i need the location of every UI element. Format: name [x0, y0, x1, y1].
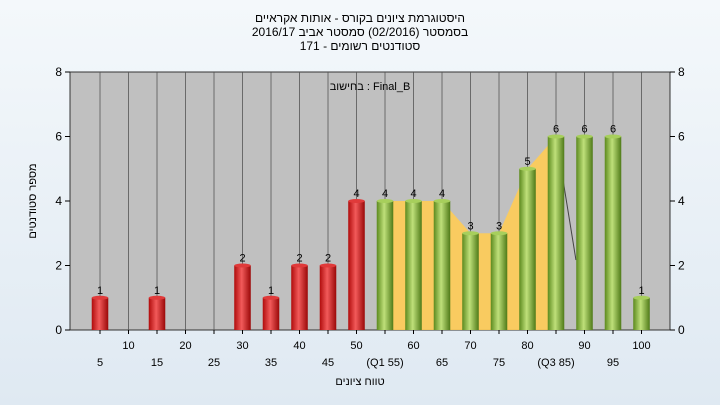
bar [633, 297, 650, 330]
x-tick-label: 65 [436, 357, 448, 369]
x-tick-label: 100 [632, 340, 650, 352]
chart-title-line-3: סטודנטים רשומים - 171 [300, 39, 421, 53]
bar-cap [319, 263, 337, 268]
bar-data-label: 1 [268, 285, 274, 297]
x-tick-label: 40 [293, 340, 305, 352]
y-tick-label: 2 [55, 259, 62, 273]
bar [405, 201, 422, 330]
bar-data-label: 6 [581, 124, 587, 136]
y-tick-label-right: 2 [678, 259, 685, 273]
y-tick-label: 4 [55, 194, 62, 208]
y-axis-label: מספר סטודנטים [27, 163, 39, 238]
bar-data-label: 2 [296, 253, 302, 265]
bar-data-label: 4 [382, 188, 388, 200]
bar [604, 136, 622, 330]
bar [262, 297, 280, 330]
bar-data-label: 5 [524, 156, 530, 168]
x-tick-label: (Q1 55) [366, 357, 403, 369]
chart-annotation: בחישוב : Final_B [330, 81, 411, 93]
bar-cap [291, 263, 308, 268]
y-axis-right: 0 2 4 6 8 [670, 65, 685, 337]
bar-cap [490, 231, 508, 236]
bar-data-label: 3 [467, 220, 473, 232]
bar-cap [405, 199, 422, 203]
x-tick-label: 95 [607, 357, 619, 369]
bar-data-label: 2 [325, 253, 331, 265]
x-tick-label: 10 [122, 340, 134, 352]
x-tick-label: 75 [493, 357, 505, 369]
x-axis-label: טווח ציונים [335, 376, 384, 388]
plot-area [69, 71, 671, 331]
chart-title-line-2: בסמסטר (02/2016) סמסטר אביב 2016/17 [252, 25, 468, 39]
bar [348, 201, 365, 330]
bar-cap [633, 295, 650, 300]
bar [519, 168, 536, 330]
bar-data-label: 1 [154, 285, 160, 297]
bar-data-label: 4 [439, 188, 445, 200]
x-tick-label: 70 [464, 340, 476, 352]
bar [91, 297, 109, 330]
bar-cap [376, 199, 394, 203]
bar-cap [604, 134, 622, 139]
bar-data-label: 4 [353, 188, 359, 200]
chart-title-line-1: היסטוגרמת ציונים בקורס - אותות אקראיים [255, 11, 465, 25]
bar [234, 265, 251, 330]
bar [576, 136, 593, 330]
x-tick-label: 30 [236, 340, 248, 352]
x-tick-label: 90 [578, 340, 590, 352]
y-tick-label-right: 8 [678, 65, 685, 79]
bar-cap [348, 199, 365, 203]
bar [433, 201, 451, 330]
bar-cap [576, 134, 593, 139]
bar [319, 265, 337, 330]
x-tick-label: 20 [179, 340, 191, 352]
y-axis-left: 0 2 4 6 8 [55, 65, 70, 337]
x-axis: 5 10 15 20 25 30 35 40 45 50 (Q1 55) 60 65 70 75 80 (Q3 … [97, 330, 651, 369]
bar-cap [519, 166, 536, 171]
bar-cap [234, 263, 251, 268]
bar-cap [91, 295, 109, 300]
bar-cap [462, 231, 479, 236]
bar [291, 265, 308, 330]
y-tick-label: 8 [55, 65, 62, 79]
bar-cap [262, 295, 280, 300]
x-tick-label: 50 [350, 340, 362, 352]
bar [547, 136, 565, 330]
y-tick-label-right: 4 [678, 194, 685, 208]
bar [462, 233, 479, 330]
bar [490, 233, 508, 330]
bar-cap [547, 134, 565, 139]
x-tick-label: 5 [97, 357, 103, 369]
bar-data-label: 1 [97, 285, 103, 297]
y-tick-label: 0 [55, 323, 62, 337]
x-tick-label: 25 [208, 357, 220, 369]
bar-series: 1 1 2 1 2 2 4 4 4 4 3 3 5 6 6 6 1 [91, 124, 650, 330]
y-tick-label-right: 0 [678, 323, 685, 337]
x-tick-label: 15 [151, 357, 163, 369]
bar-data-label: 6 [553, 124, 559, 136]
bar [148, 297, 166, 330]
bar-data-label: 2 [239, 253, 245, 265]
bar-data-label: 3 [496, 220, 502, 232]
x-tick-label: (Q3 85) [537, 357, 574, 369]
y-tick-label: 6 [55, 130, 62, 144]
bar-data-label: 1 [638, 285, 644, 297]
bar-data-label: 4 [410, 188, 416, 200]
x-tick-label: 60 [407, 340, 419, 352]
bar [376, 201, 394, 330]
x-tick-label: 45 [322, 357, 334, 369]
x-tick-label: 80 [521, 340, 533, 352]
y-tick-label-right: 6 [678, 130, 685, 144]
bar-cap [148, 295, 166, 300]
x-tick-label: 35 [265, 357, 277, 369]
bar-cap [433, 199, 451, 203]
bar-data-label: 6 [610, 124, 616, 136]
